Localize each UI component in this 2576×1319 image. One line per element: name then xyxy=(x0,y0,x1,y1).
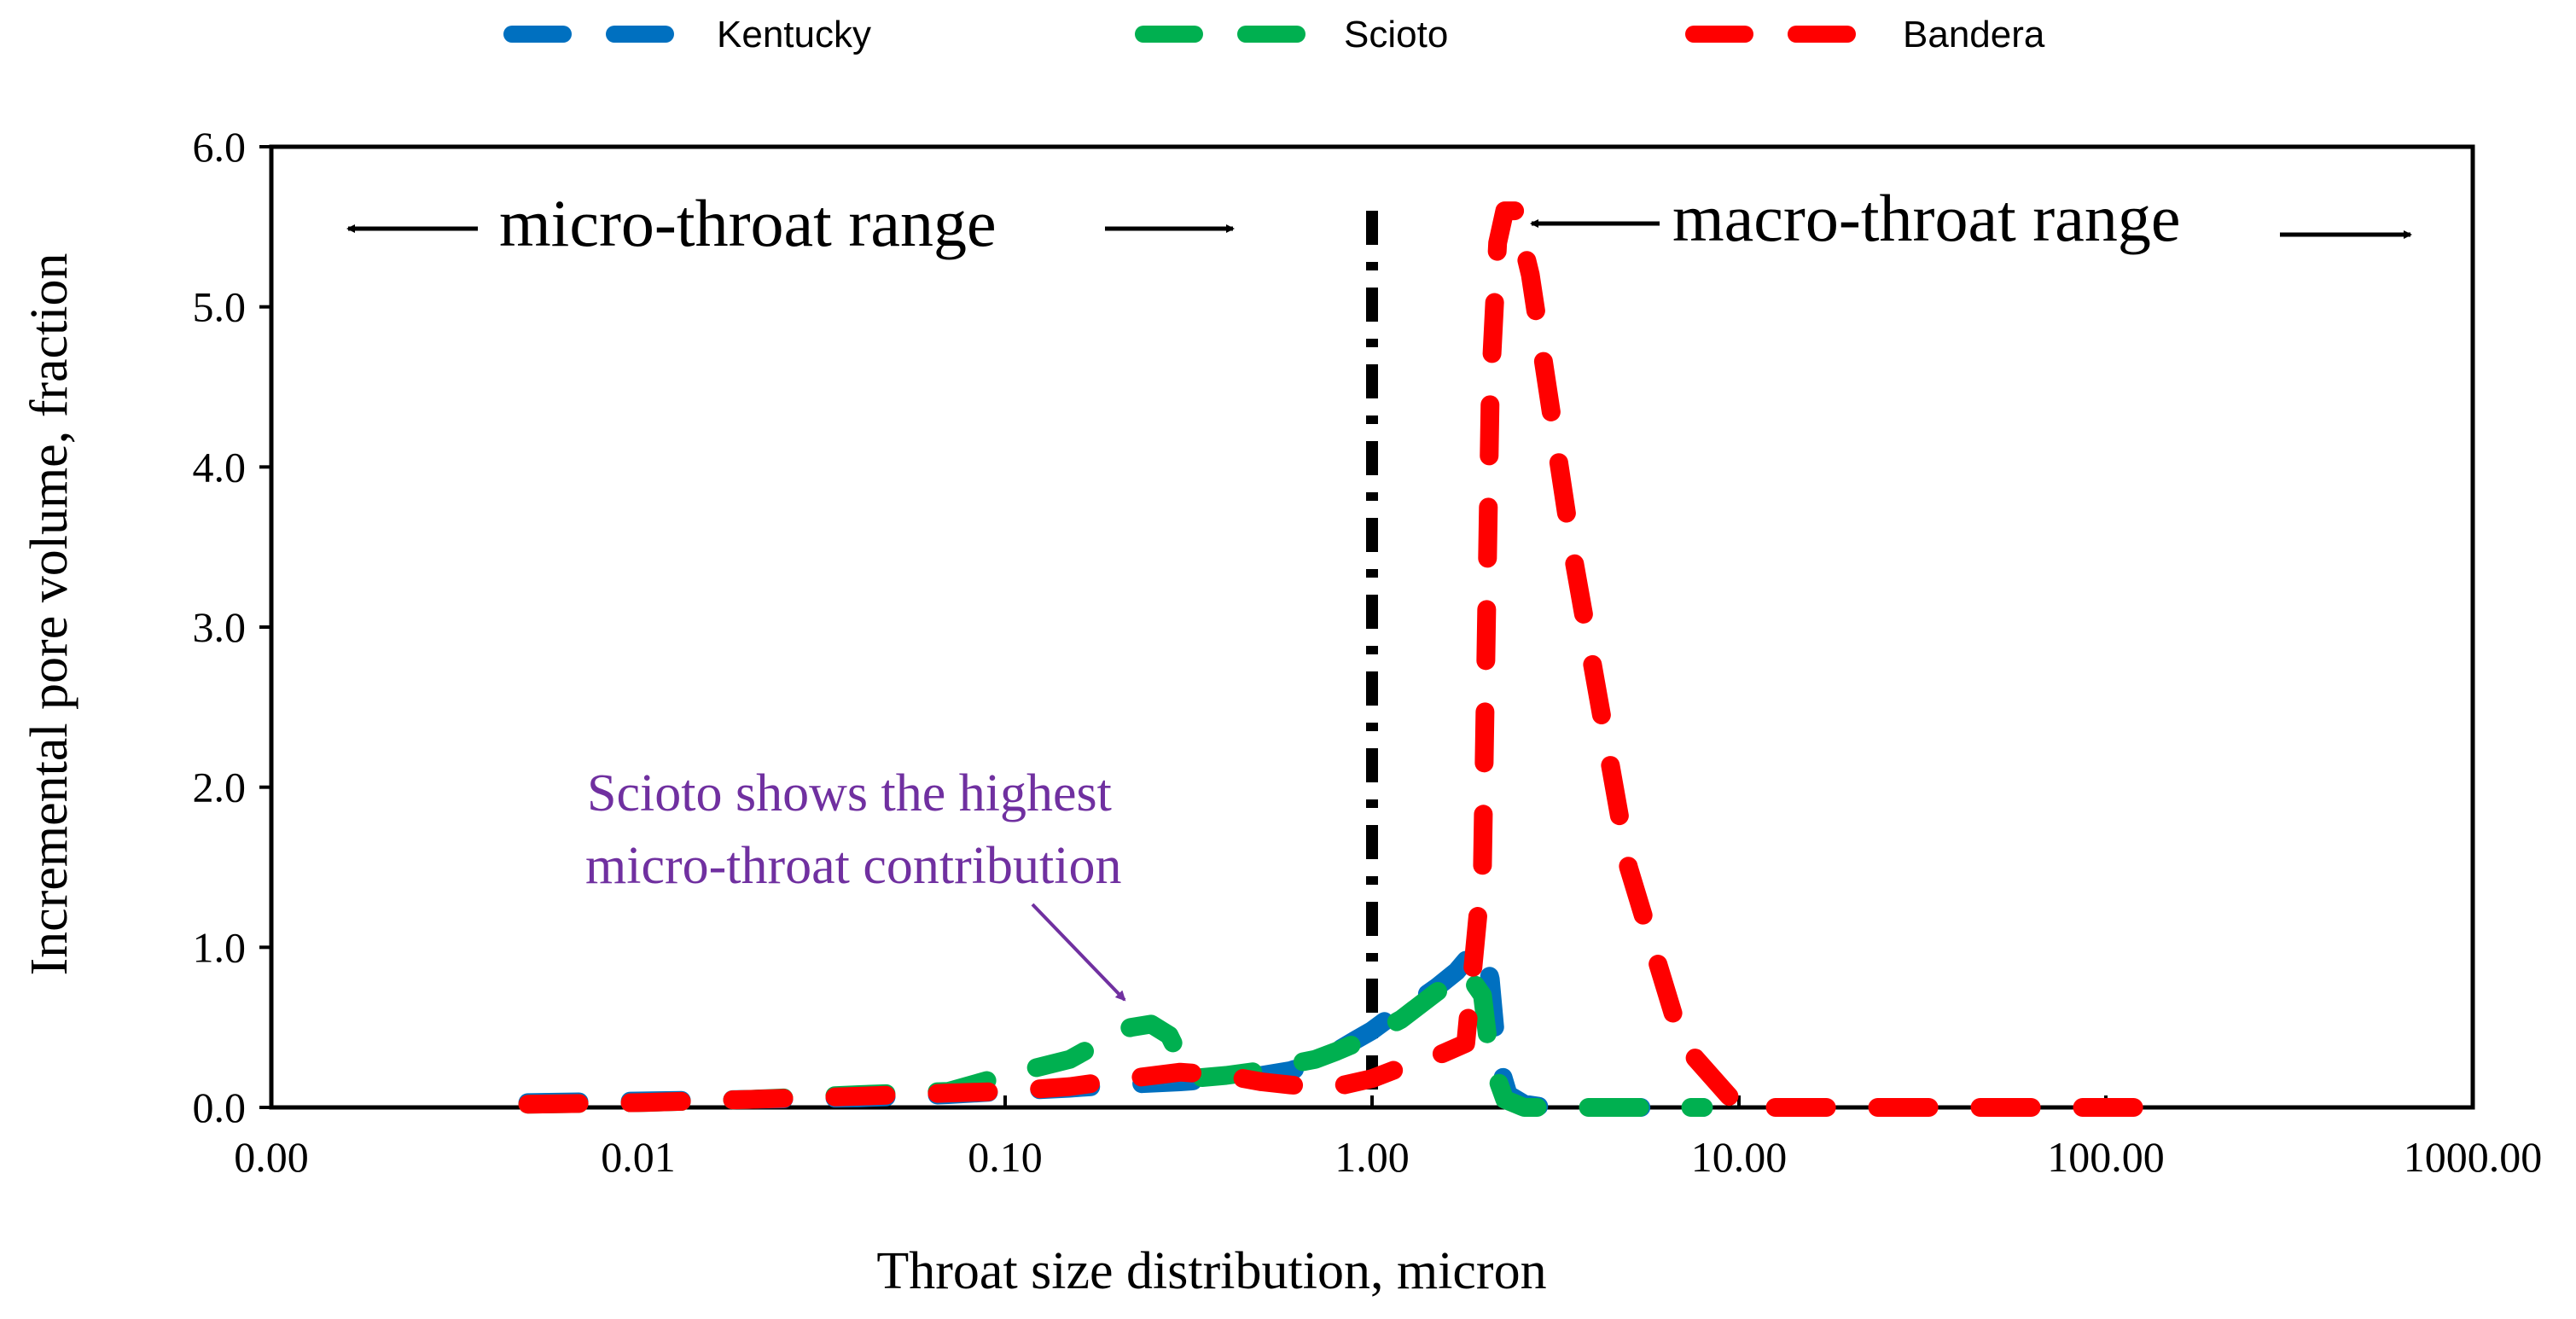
legend-label-bandera: Bandera xyxy=(1903,14,2045,55)
x-tick-label: 1.00 xyxy=(1335,1133,1410,1181)
x-tick-label: 0.01 xyxy=(601,1133,676,1181)
annotation-line-2: micro-throat contribution xyxy=(585,837,1121,895)
x-tick-label: 10.00 xyxy=(1691,1133,1788,1181)
legend: Kentucky Scioto Bandera xyxy=(503,14,2045,55)
legend-item-kentucky: Kentucky xyxy=(503,14,871,55)
legend-item-scioto: Scioto xyxy=(1135,14,1448,55)
micro-range-text: micro-throat range xyxy=(499,186,997,260)
y-tick-label: 3.0 xyxy=(193,603,247,651)
annotation-line-1: Scioto shows the highest xyxy=(587,764,1112,822)
x-tick-label: 0.10 xyxy=(968,1133,1043,1181)
scioto-annotation: Scioto shows the highest micro-throat co… xyxy=(585,764,1126,1002)
x-tick-label: 1000.00 xyxy=(2404,1133,2543,1181)
y-axis-title: Incremental pore volume, fraction xyxy=(20,253,79,976)
y-tick-label: 5.0 xyxy=(193,283,247,331)
y-tick-label: 6.0 xyxy=(193,123,247,171)
y-tick-label: 4.0 xyxy=(193,443,247,491)
y-tick-label: 1.0 xyxy=(193,923,247,971)
annotation-arrow xyxy=(1031,903,1126,1002)
series-layer xyxy=(518,201,2180,1117)
x-tick-label: 0.00 xyxy=(234,1133,309,1181)
y-tick-label: 0.0 xyxy=(193,1084,247,1131)
macro-range-text: macro-throat range xyxy=(1672,181,2181,255)
x-axis-tick-labels: 0.00 0.01 0.10 1.00 10.00 100.00 1000.00 xyxy=(234,1133,2542,1181)
y-axis-ticks xyxy=(259,145,271,1109)
x-axis-title: Throat size distribution, micron xyxy=(876,1242,1546,1300)
series-bandera xyxy=(518,201,2180,1117)
series-scioto xyxy=(518,962,1713,1117)
micro-throat-range-label: micro-throat range xyxy=(346,186,1235,260)
y-tick-label: 2.0 xyxy=(193,764,247,811)
legend-label-scioto: Scioto xyxy=(1344,14,1448,55)
series-kentucky xyxy=(518,938,1713,1117)
legend-item-bandera: Bandera xyxy=(1685,14,2045,55)
x-tick-label: 100.00 xyxy=(2047,1133,2165,1181)
legend-label-kentucky: Kentucky xyxy=(717,14,871,55)
macro-throat-range-label: macro-throat range xyxy=(1530,181,2412,255)
y-axis-tick-labels: 0.0 1.0 2.0 3.0 4.0 5.0 6.0 xyxy=(193,123,247,1131)
